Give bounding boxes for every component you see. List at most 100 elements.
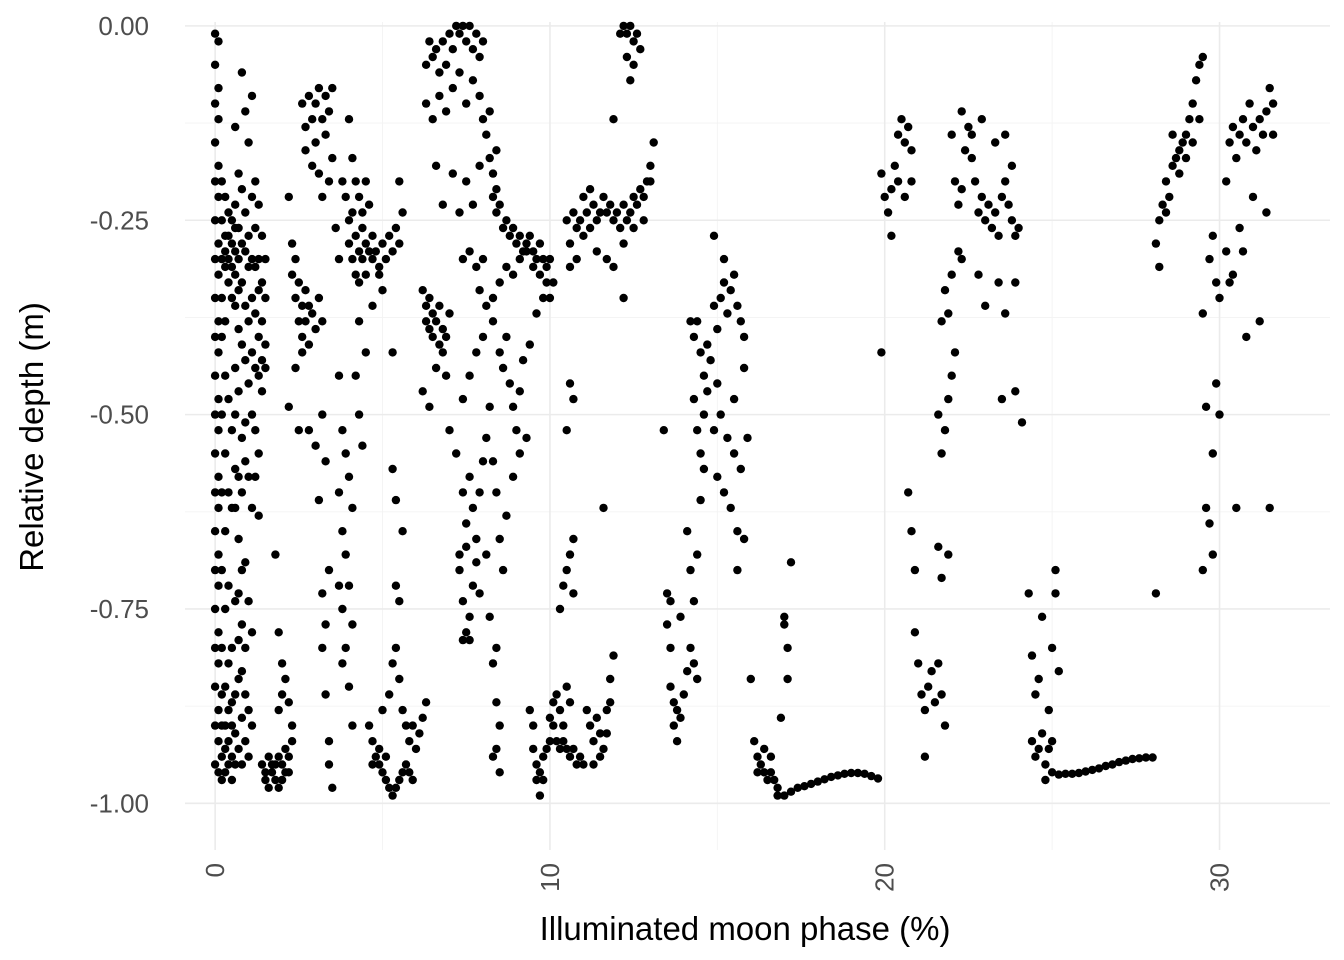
data-point [281, 744, 290, 754]
data-point [1047, 737, 1057, 746]
data-point [221, 371, 230, 380]
data-point [214, 83, 223, 93]
data-point [786, 558, 796, 567]
data-point [555, 705, 565, 715]
data-point [1212, 379, 1221, 388]
data-point [1201, 402, 1211, 411]
data-point [375, 262, 384, 272]
data-point [542, 262, 551, 272]
data-point [780, 612, 789, 621]
y-tick-label: -0.50 [90, 400, 149, 430]
data-point [298, 332, 307, 342]
data-point [234, 534, 243, 544]
data-point [512, 426, 521, 435]
data-point [495, 348, 504, 357]
data-point [743, 433, 752, 443]
data-point [472, 534, 481, 544]
data-point [699, 464, 709, 474]
data-point [672, 705, 682, 715]
data-point [505, 231, 514, 240]
data-point [793, 783, 802, 792]
data-point [210, 682, 220, 691]
data-point [1268, 130, 1278, 139]
data-point [441, 60, 451, 69]
data-point [368, 737, 377, 746]
data-point [1161, 208, 1171, 217]
data-point [639, 216, 648, 225]
data-point [244, 231, 253, 240]
data-point [388, 791, 397, 800]
data-point [210, 371, 220, 380]
data-point [820, 775, 829, 784]
data-point [338, 659, 347, 668]
data-point [344, 239, 354, 248]
data-point [729, 270, 739, 279]
data-point [408, 721, 417, 730]
data-point [331, 223, 340, 233]
data-point [505, 379, 514, 388]
data-point [438, 324, 447, 334]
data-point [562, 565, 571, 575]
data-point [565, 262, 575, 272]
data-point [693, 674, 702, 684]
data-point [1248, 192, 1258, 202]
data-point [465, 612, 474, 621]
data-point [920, 705, 930, 715]
data-point [1195, 60, 1204, 69]
data-point [224, 581, 233, 590]
data-point [508, 223, 518, 233]
data-point [485, 153, 494, 163]
data-point [421, 99, 431, 108]
data-point [595, 752, 605, 761]
data-point [224, 705, 233, 715]
data-point [585, 185, 595, 194]
data-point [224, 760, 233, 769]
data-point [241, 301, 250, 310]
data-point [636, 185, 645, 194]
data-point [987, 223, 997, 233]
data-point [1175, 146, 1184, 155]
data-point [244, 379, 253, 388]
data-point [314, 83, 324, 93]
data-point [1255, 317, 1264, 326]
data-point [827, 772, 836, 782]
data-point [535, 239, 545, 248]
data-point [241, 247, 250, 256]
data-point [344, 472, 354, 481]
data-point [559, 581, 568, 590]
data-point [398, 705, 407, 715]
data-point [1225, 278, 1234, 287]
data-point [1011, 387, 1020, 396]
data-point [997, 192, 1007, 202]
data-point [227, 426, 237, 435]
data-point [405, 768, 414, 777]
data-point [1222, 247, 1231, 256]
data-point [234, 169, 243, 178]
data-point [937, 317, 946, 326]
y-axis-tick-labels: 0.00 -0.25 -0.50 -0.75 -1.00 [90, 11, 149, 818]
data-point [1051, 589, 1060, 598]
data-point [254, 449, 263, 458]
data-point [428, 309, 437, 318]
data-point [1248, 122, 1258, 132]
data-point [281, 674, 290, 684]
data-point [495, 278, 504, 287]
data-point [562, 744, 571, 754]
data-point [957, 185, 966, 194]
data-point [940, 286, 950, 295]
data-point [311, 441, 320, 450]
data-point [308, 309, 317, 318]
data-point [351, 177, 360, 186]
data-point [304, 426, 314, 435]
data-point [569, 589, 578, 598]
data-point [1228, 270, 1238, 279]
data-point [257, 278, 267, 287]
data-point [860, 769, 869, 778]
data-point [683, 667, 692, 676]
data-point [261, 775, 270, 785]
data-point [970, 177, 980, 186]
data-point [488, 457, 498, 466]
data-point [214, 37, 223, 46]
data-point [348, 208, 357, 217]
data-point [478, 115, 488, 124]
